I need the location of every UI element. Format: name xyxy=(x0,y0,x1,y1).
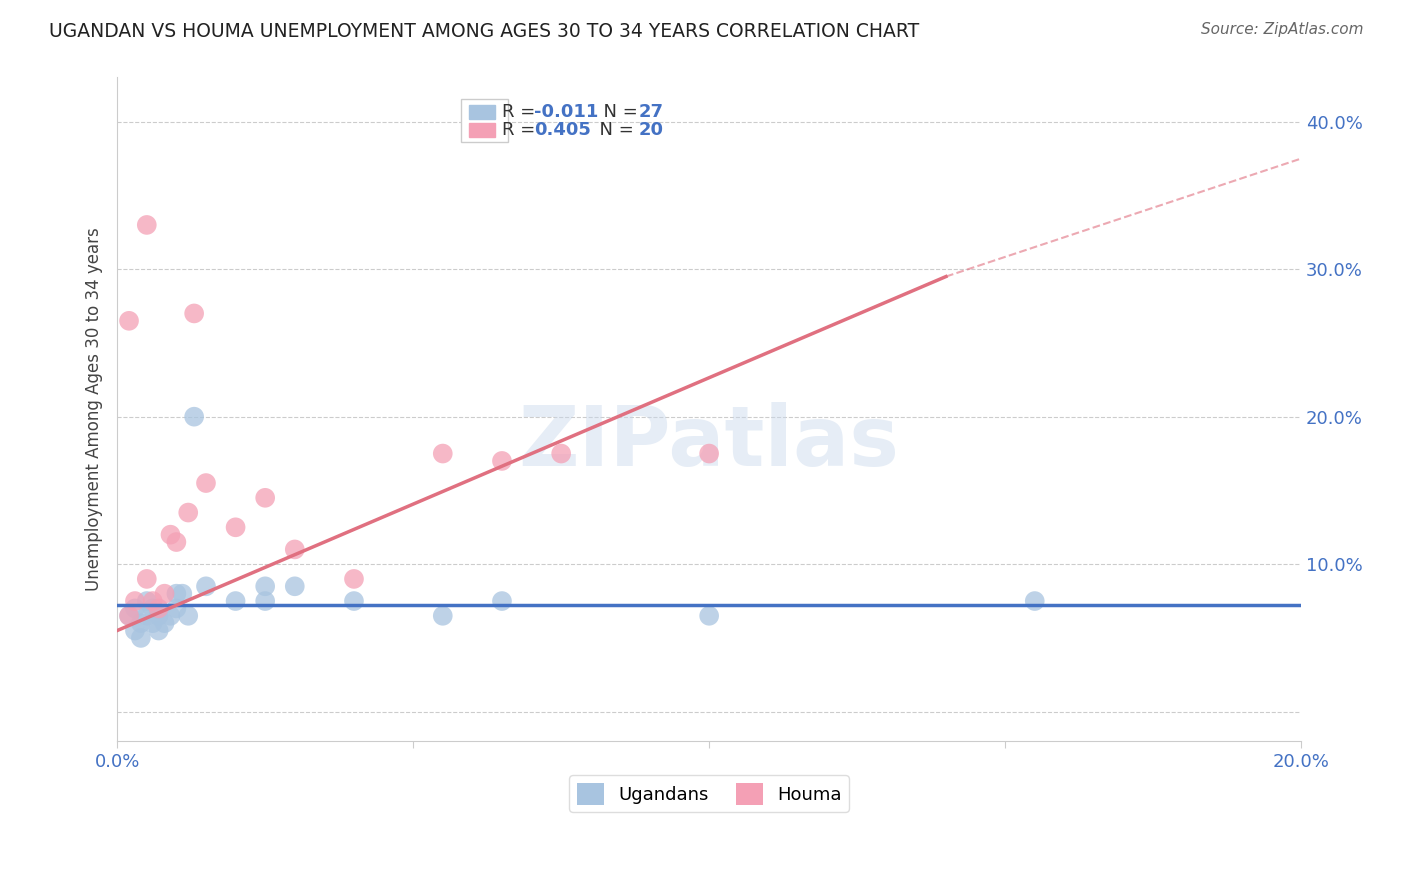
Point xyxy=(142,616,165,631)
Point xyxy=(254,579,277,593)
Text: Source: ZipAtlas.com: Source: ZipAtlas.com xyxy=(1201,22,1364,37)
Text: UGANDAN VS HOUMA UNEMPLOYMENT AMONG AGES 30 TO 34 YEARS CORRELATION CHART: UGANDAN VS HOUMA UNEMPLOYMENT AMONG AGES… xyxy=(49,22,920,41)
Point xyxy=(343,594,366,608)
Y-axis label: Unemployment Among Ages 30 to 34 years: Unemployment Among Ages 30 to 34 years xyxy=(86,227,103,591)
Point xyxy=(124,594,146,608)
Point xyxy=(254,594,277,608)
Text: N =: N = xyxy=(592,103,644,121)
Point xyxy=(148,608,170,623)
Point xyxy=(124,601,146,615)
Point xyxy=(177,506,200,520)
Point xyxy=(225,594,247,608)
Point xyxy=(1024,594,1046,608)
Point xyxy=(343,572,366,586)
Text: 27: 27 xyxy=(638,103,664,121)
Point xyxy=(165,587,187,601)
Point xyxy=(195,476,218,491)
Point xyxy=(432,608,454,623)
Point xyxy=(183,306,205,320)
FancyBboxPatch shape xyxy=(461,99,508,142)
Point xyxy=(118,314,141,328)
Text: ZIPatlas: ZIPatlas xyxy=(519,402,900,483)
Point xyxy=(159,608,181,623)
Text: -0.011: -0.011 xyxy=(534,103,599,121)
Point xyxy=(142,601,165,615)
Point xyxy=(135,218,157,232)
Point xyxy=(491,594,513,608)
Point xyxy=(697,608,720,623)
Point xyxy=(153,616,176,631)
Point xyxy=(129,631,152,645)
Point xyxy=(697,446,720,460)
Point xyxy=(172,587,194,601)
Point xyxy=(183,409,205,424)
Point xyxy=(129,616,152,631)
Point xyxy=(195,579,218,593)
Text: R =: R = xyxy=(502,121,541,139)
FancyBboxPatch shape xyxy=(468,122,495,137)
Text: N =: N = xyxy=(588,121,640,139)
Point xyxy=(225,520,247,534)
Legend: Ugandans, Houma: Ugandans, Houma xyxy=(569,775,849,812)
Point xyxy=(254,491,277,505)
Point xyxy=(165,601,187,615)
Text: 20: 20 xyxy=(638,121,664,139)
Point xyxy=(284,579,307,593)
Point xyxy=(177,608,200,623)
Point xyxy=(284,542,307,557)
Point xyxy=(135,594,157,608)
Point xyxy=(124,624,146,638)
FancyBboxPatch shape xyxy=(468,104,495,120)
Point xyxy=(118,608,141,623)
Point xyxy=(148,624,170,638)
Point xyxy=(142,594,165,608)
Point xyxy=(153,587,176,601)
Point xyxy=(550,446,572,460)
Text: R =: R = xyxy=(502,103,541,121)
Point xyxy=(165,535,187,549)
Point xyxy=(491,454,513,468)
Point xyxy=(159,527,181,541)
Text: 0.405: 0.405 xyxy=(534,121,591,139)
Point xyxy=(118,608,141,623)
Point xyxy=(432,446,454,460)
Point xyxy=(135,572,157,586)
Point xyxy=(148,601,170,615)
Point xyxy=(135,608,157,623)
